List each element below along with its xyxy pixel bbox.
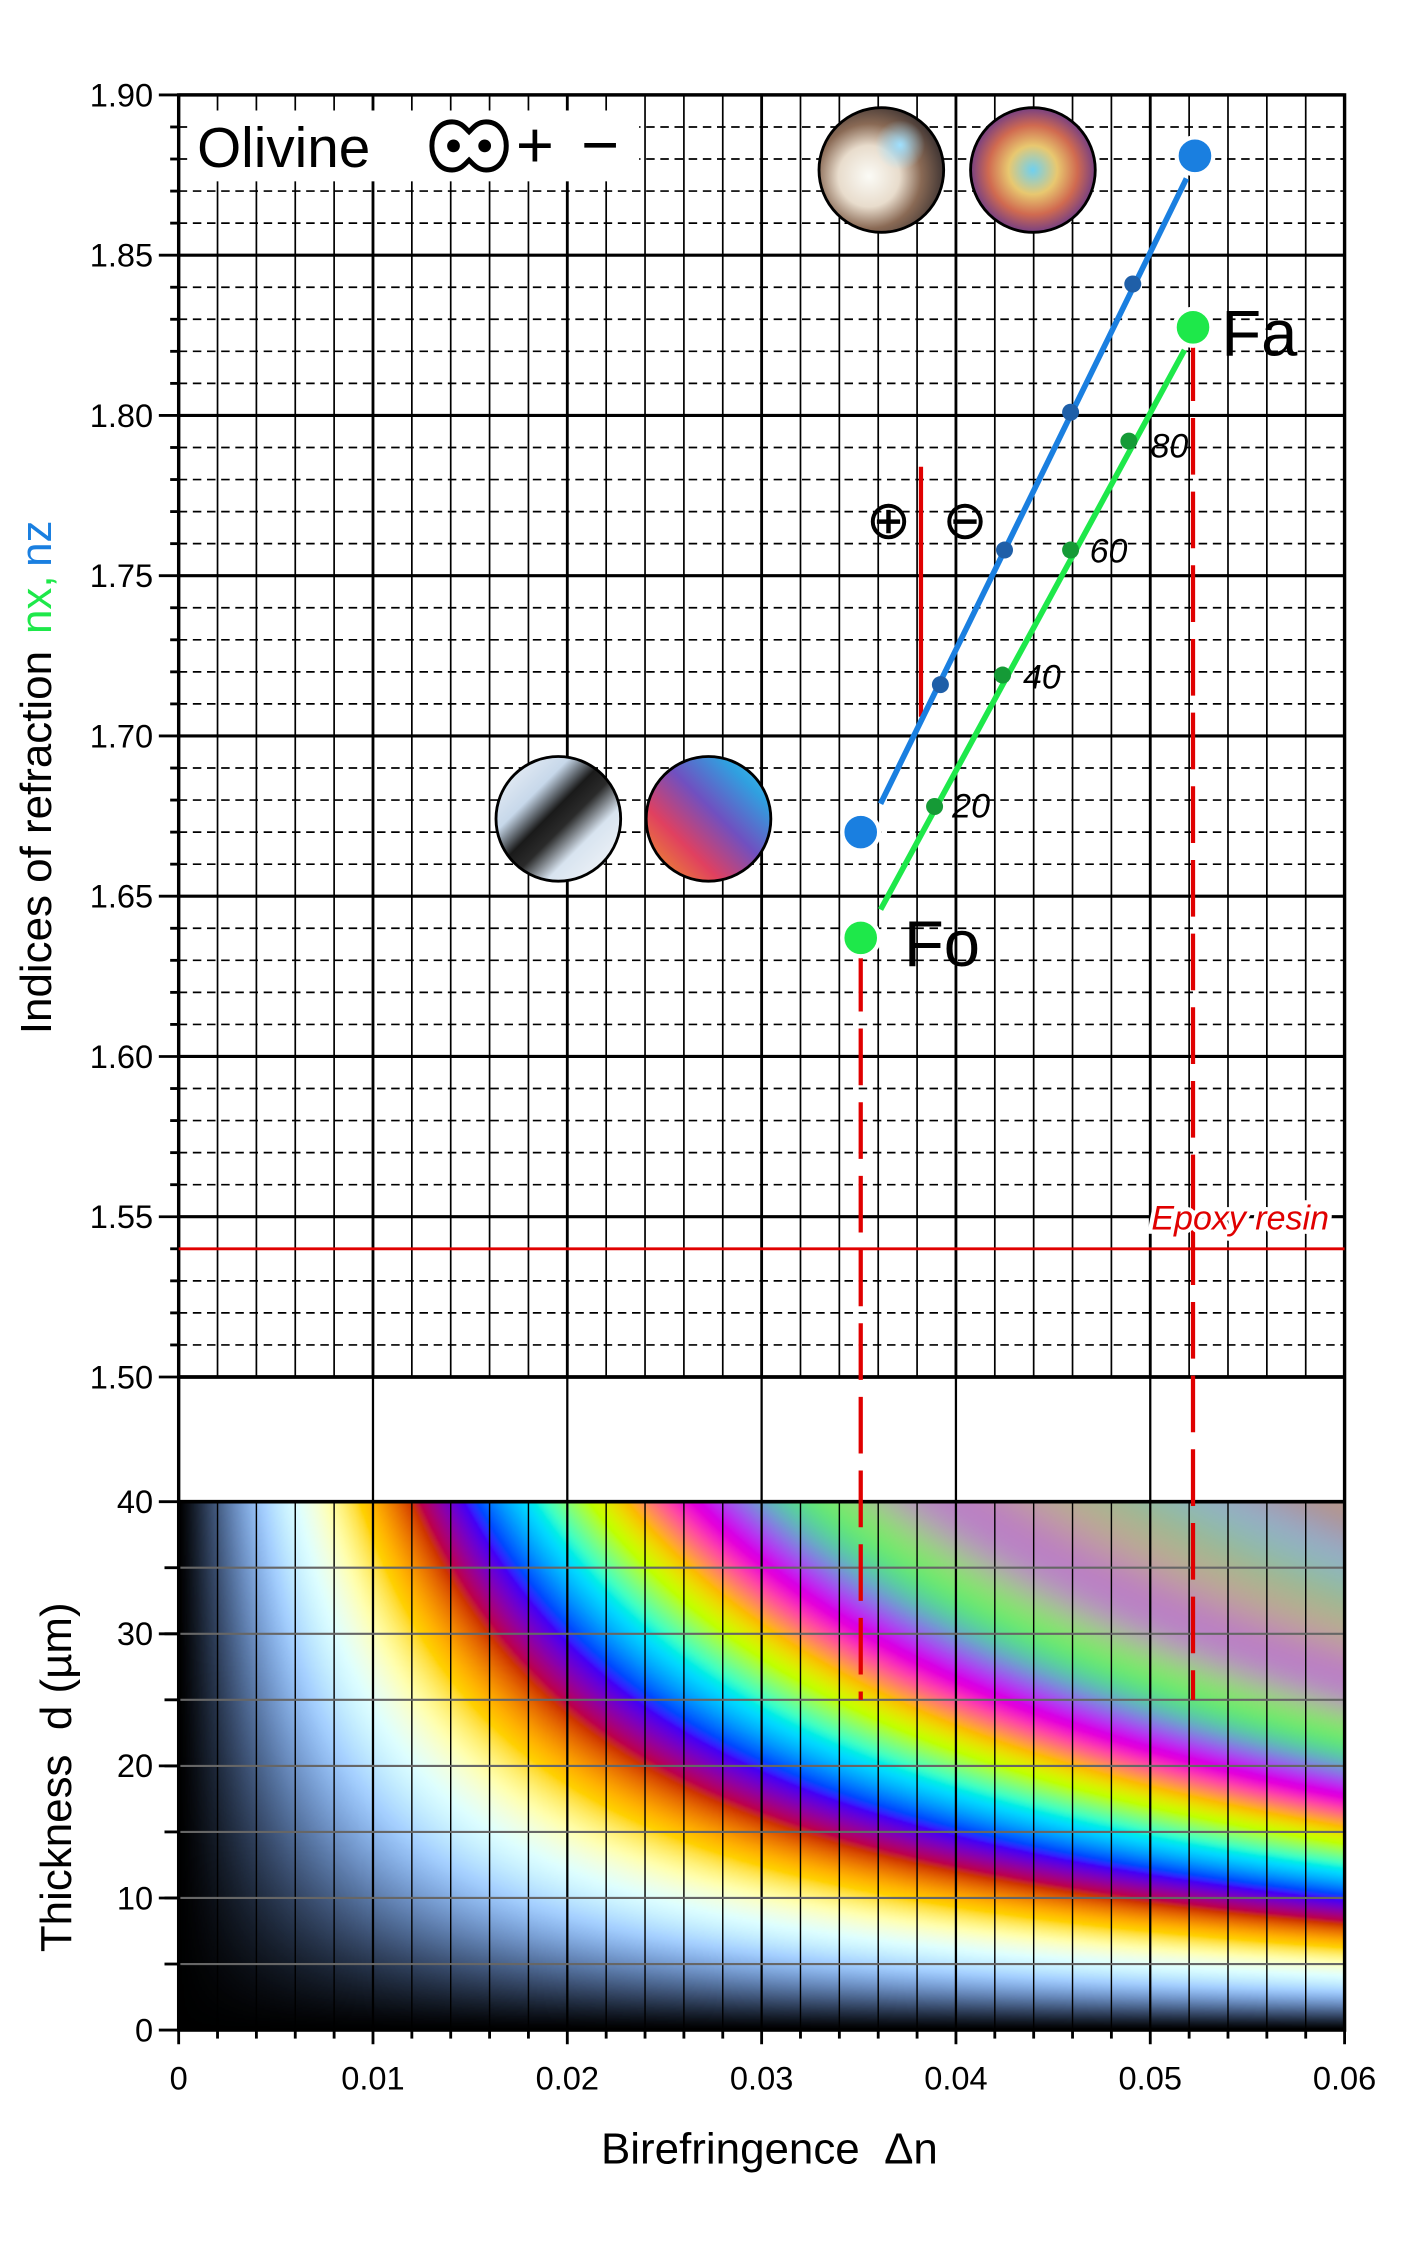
y-tick-label: 1.90 xyxy=(90,77,153,113)
y-tick-label: 30 xyxy=(117,1616,153,1652)
negative-sign-icon: ⊖ xyxy=(942,490,987,550)
endmember-point-nz xyxy=(840,811,882,853)
composition-label: 40 xyxy=(1023,659,1061,697)
endmember-point-nz xyxy=(1174,135,1216,177)
svg-text:Indices of refractionnx,nz: Indices of refraction nx, nz xyxy=(12,521,61,1035)
composition-label: 60 xyxy=(1090,532,1128,570)
data-point-nz xyxy=(1124,275,1142,293)
chart-marks xyxy=(178,135,1345,1700)
data-point-nx xyxy=(994,666,1012,684)
y-tick-label: 20 xyxy=(117,1748,153,1784)
series-line-nx xyxy=(878,348,1188,911)
y-tick-label: 1.80 xyxy=(90,398,153,434)
y-tick-label: 1.50 xyxy=(90,1359,153,1395)
y-tick-label: 10 xyxy=(117,1880,153,1916)
optic-sign-plus: + xyxy=(516,108,554,181)
grid: 1.50 1.55 1.60 1.65 1.70 1.75 1.80 1.85 1.90 0 10 2… xyxy=(90,77,1377,2096)
composition-label: 80 xyxy=(1150,428,1188,466)
plot-frame xyxy=(176,93,1347,2032)
y-tick-label: 1.65 xyxy=(90,879,153,915)
x-axis-label: Birefringence Δn xyxy=(601,2124,938,2173)
conoscopic-images xyxy=(494,106,1097,883)
x-tick-label: 0.03 xyxy=(730,2061,793,2097)
x-tick-label: 0.05 xyxy=(1119,2061,1182,2097)
data-point-nx xyxy=(1062,541,1080,559)
thickness-label: Thickness d (µm) xyxy=(32,1602,81,1952)
data-point-nz xyxy=(1062,403,1080,421)
biaxial-indicatrix-icon xyxy=(429,119,509,173)
x-tick-label: 0 xyxy=(170,2061,188,2097)
endmember-point-nx xyxy=(1172,306,1214,348)
olivine-image-2 xyxy=(969,106,1097,234)
data-point-nx xyxy=(926,797,944,815)
endmember-fo: Fo xyxy=(904,907,980,980)
x-tick-label: 0.04 xyxy=(924,2061,987,2097)
y-tick-label: 1.60 xyxy=(90,1039,153,1075)
y-axis-label-upper: Indices of refraction nx, nz xyxy=(12,521,61,1035)
y-tick-label: 0 xyxy=(135,2012,153,2048)
y-axis-label-lower: Thickness d (µm) xyxy=(32,1602,81,1952)
title-background xyxy=(188,110,640,182)
y-label-nx: nx, xyxy=(12,575,61,634)
optic-sign-minus: − xyxy=(581,108,619,181)
olivine-image-1 xyxy=(817,106,946,234)
data-point-nz xyxy=(931,676,949,694)
chart-title: Olivine xyxy=(197,117,370,180)
olivine-image-3 xyxy=(494,755,623,883)
olivine-image-4 xyxy=(644,755,773,883)
y-tick-label: 1.55 xyxy=(90,1199,153,1235)
endmember-point-nx xyxy=(840,917,882,959)
x-tick-label: 0.01 xyxy=(341,2061,404,2097)
composition-label: 20 xyxy=(951,787,990,825)
endmember-fa: Fa xyxy=(1221,297,1298,370)
y-label-text: Indices of refraction xyxy=(12,651,61,1034)
labels: Olivine + − Fo Fa 20 40 60 80 ⊕ ⊖ Epoxy … xyxy=(12,108,1333,2173)
positive-sign-icon: ⊕ xyxy=(866,490,911,550)
y-tick-label: 1.85 xyxy=(90,238,153,274)
epoxy-resin-label: Epoxy resin xyxy=(1151,1200,1329,1238)
y-tick-label: 1.75 xyxy=(90,558,153,594)
y-tick-label: 1.70 xyxy=(90,718,153,754)
y-label-nz: nz xyxy=(12,521,61,567)
data-point-nz xyxy=(996,541,1014,559)
data-point-nx xyxy=(1120,432,1138,450)
x-tick-label: 0.06 xyxy=(1313,2061,1376,2097)
y-tick-label: 40 xyxy=(117,1484,153,1520)
x-tick-label: 0.02 xyxy=(536,2061,599,2097)
